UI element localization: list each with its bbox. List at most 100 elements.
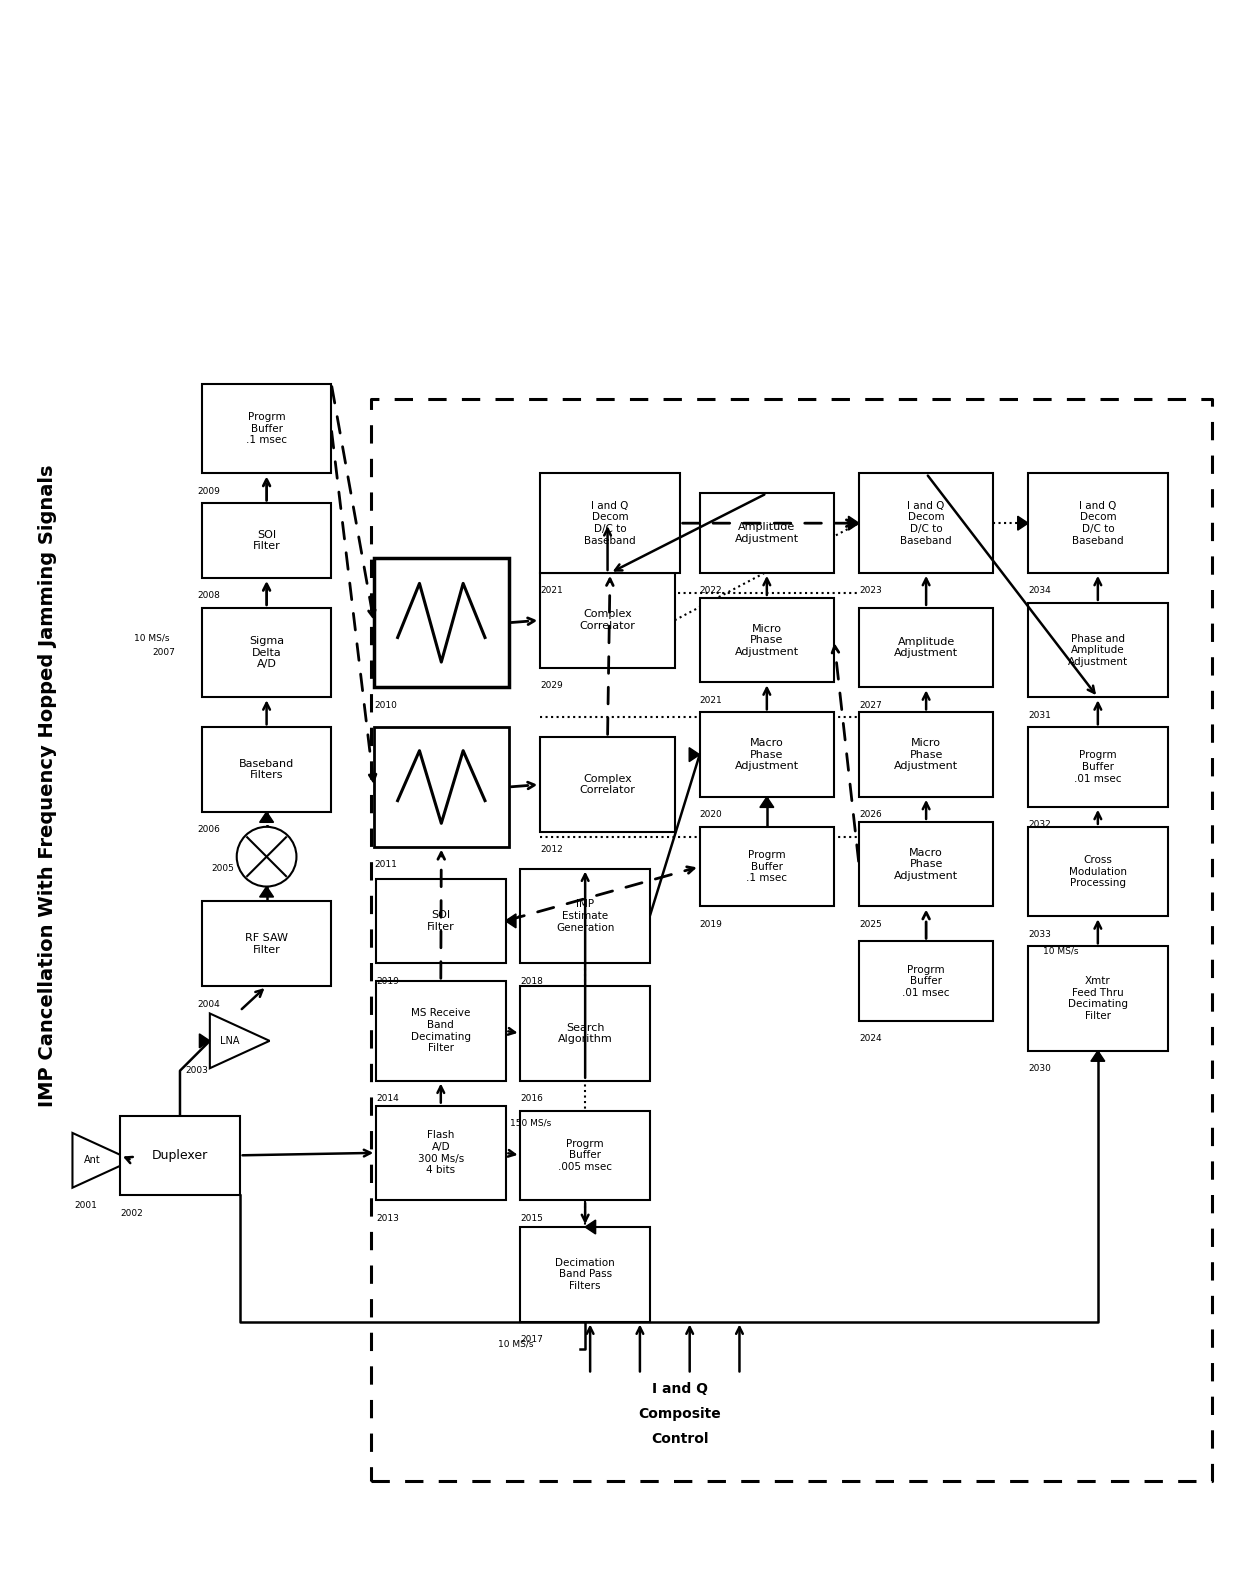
Polygon shape: [1018, 516, 1028, 530]
Bar: [376, 879, 506, 964]
Text: 2013: 2013: [376, 1214, 399, 1223]
Text: Progrm
Buffer
.1 msec: Progrm Buffer .1 msec: [746, 850, 787, 883]
Text: 2029: 2029: [541, 681, 563, 690]
Text: I and Q
Decom
D/C to
Baseband: I and Q Decom D/C to Baseband: [900, 501, 952, 545]
Bar: [1028, 602, 1168, 698]
Text: Progrm
Buffer
.1 msec: Progrm Buffer .1 msec: [246, 412, 288, 445]
Text: Complex
Correlator: Complex Correlator: [579, 610, 635, 630]
Text: Micro
Phase
Adjustment: Micro Phase Adjustment: [735, 624, 799, 657]
Text: 2006: 2006: [197, 825, 219, 835]
Text: 2033: 2033: [1028, 929, 1052, 938]
Text: I and Q: I and Q: [652, 1382, 708, 1396]
Text: 2025: 2025: [859, 920, 882, 929]
Text: Phase and
Amplitude
Adjustment: Phase and Amplitude Adjustment: [1068, 634, 1128, 667]
Text: 2009: 2009: [197, 487, 219, 495]
Text: 2001: 2001: [74, 1201, 97, 1209]
Text: IMP Cancellation With Frequency Hopped Jamming Signals: IMP Cancellation With Frequency Hopped J…: [38, 465, 57, 1107]
Text: SOI
Filter: SOI Filter: [427, 910, 455, 932]
Bar: [1028, 946, 1168, 1050]
Text: 2010: 2010: [374, 701, 397, 711]
Text: 2005: 2005: [212, 865, 234, 872]
Text: 10 MS/s: 10 MS/s: [497, 1339, 533, 1349]
Text: Xmtr
Feed Thru
Decimating
Filter: Xmtr Feed Thru Decimating Filter: [1068, 976, 1128, 1020]
Text: Amplitude
Adjustment: Amplitude Adjustment: [735, 522, 799, 544]
Text: Composite: Composite: [639, 1407, 722, 1421]
Bar: [541, 473, 680, 572]
Bar: [1028, 827, 1168, 916]
Text: 2007: 2007: [153, 648, 175, 657]
Text: 2032: 2032: [1028, 821, 1052, 830]
Text: Progrm
Buffer
.005 msec: Progrm Buffer .005 msec: [558, 1138, 613, 1173]
Text: I and Q
Decom
D/C to
Baseband: I and Q Decom D/C to Baseband: [584, 501, 636, 545]
Text: 2024: 2024: [859, 1034, 882, 1044]
Text: 2031: 2031: [1028, 711, 1052, 720]
Text: Flash
A/D
300 Ms/s
4 bits: Flash A/D 300 Ms/s 4 bits: [418, 1130, 464, 1176]
Text: 2004: 2004: [197, 1000, 219, 1009]
Text: 2015: 2015: [521, 1214, 543, 1223]
Polygon shape: [689, 748, 699, 761]
Text: Amplitude
Adjustment: Amplitude Adjustment: [894, 637, 959, 659]
Text: 150 MS/s: 150 MS/s: [511, 1119, 552, 1127]
Text: 2008: 2008: [197, 591, 219, 601]
Bar: [374, 728, 508, 847]
Polygon shape: [506, 913, 516, 927]
Bar: [521, 1228, 650, 1322]
Polygon shape: [760, 797, 774, 808]
Text: 2022: 2022: [699, 586, 722, 596]
Text: 2020: 2020: [699, 811, 723, 819]
Bar: [699, 827, 835, 907]
Text: 2030: 2030: [1028, 1064, 1052, 1074]
Text: Decimation
Band Pass
Filters: Decimation Band Pass Filters: [556, 1258, 615, 1291]
Text: Macro
Phase
Adjustment: Macro Phase Adjustment: [735, 737, 799, 772]
Text: I and Q
Decom
D/C to
Baseband: I and Q Decom D/C to Baseband: [1073, 501, 1123, 545]
Text: MS Receive
Band
Decimating
Filter: MS Receive Band Decimating Filter: [410, 1009, 471, 1053]
Text: Complex
Correlator: Complex Correlator: [579, 773, 635, 795]
Polygon shape: [585, 1220, 595, 1234]
Text: LNA: LNA: [219, 1036, 239, 1045]
Bar: [202, 503, 331, 578]
Text: 2017: 2017: [521, 1335, 543, 1344]
Bar: [521, 869, 650, 964]
Bar: [699, 597, 835, 682]
Polygon shape: [1091, 1050, 1105, 1061]
Text: 2018: 2018: [521, 976, 543, 986]
Text: 2026: 2026: [859, 811, 882, 819]
Bar: [541, 572, 675, 668]
Bar: [859, 822, 993, 907]
Text: Ant: Ant: [84, 1155, 100, 1165]
Text: SOI
Filter: SOI Filter: [253, 530, 280, 552]
Text: 2019: 2019: [699, 920, 723, 929]
Polygon shape: [200, 1034, 210, 1049]
Bar: [202, 901, 331, 986]
Bar: [1028, 473, 1168, 572]
Polygon shape: [848, 516, 859, 530]
Text: 10 MS/s: 10 MS/s: [134, 634, 170, 643]
Text: RF SAW
Filter: RF SAW Filter: [246, 934, 288, 954]
Text: Micro
Phase
Adjustment: Micro Phase Adjustment: [894, 737, 959, 772]
Bar: [376, 1105, 506, 1199]
Bar: [699, 712, 835, 797]
Bar: [376, 981, 506, 1080]
Circle shape: [237, 827, 296, 887]
Text: 2034: 2034: [1028, 586, 1052, 596]
Text: Macro
Phase
Adjustment: Macro Phase Adjustment: [894, 847, 959, 880]
Bar: [859, 473, 993, 572]
Bar: [541, 737, 675, 832]
Text: Baseband
Filters: Baseband Filters: [239, 759, 294, 780]
Bar: [120, 1116, 239, 1195]
Text: 2027: 2027: [859, 701, 882, 711]
Text: 2023: 2023: [859, 586, 882, 596]
Text: Control: Control: [651, 1432, 708, 1446]
Text: Search
Algorithm: Search Algorithm: [558, 1023, 613, 1044]
Text: IMP
Estimate
Generation: IMP Estimate Generation: [556, 899, 614, 932]
Bar: [859, 942, 993, 1020]
Polygon shape: [259, 811, 274, 822]
Bar: [202, 728, 331, 811]
Bar: [374, 558, 508, 687]
Text: Progrm
Buffer
.01 msec: Progrm Buffer .01 msec: [1074, 750, 1122, 784]
Bar: [202, 384, 331, 473]
Polygon shape: [210, 1014, 269, 1069]
Text: 2019: 2019: [376, 976, 399, 986]
Bar: [521, 1110, 650, 1199]
Bar: [521, 986, 650, 1080]
